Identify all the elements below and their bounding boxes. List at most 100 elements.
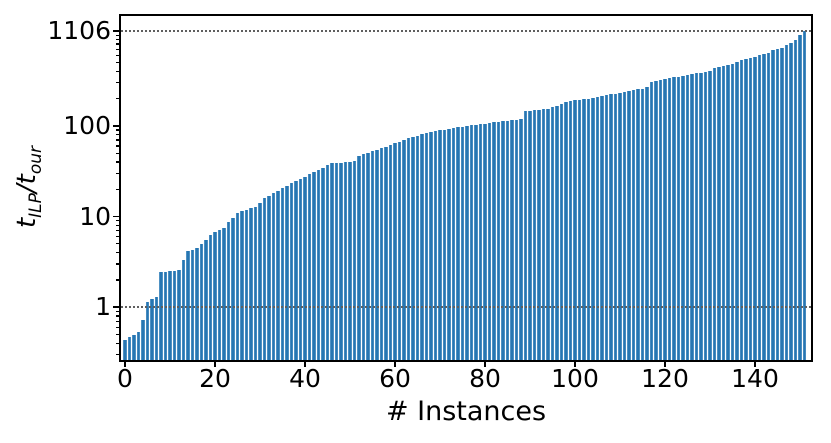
- bar: [163, 271, 168, 360]
- bar: [442, 129, 447, 360]
- bar: [186, 250, 190, 360]
- x-major-tick: [484, 361, 486, 367]
- bar: [798, 34, 802, 360]
- y-minor-tick: [115, 315, 119, 317]
- bar: [375, 150, 379, 360]
- bar: [676, 76, 681, 360]
- x-tick-label: 0: [117, 364, 133, 393]
- y-minor-tick: [115, 334, 119, 336]
- bar: [280, 188, 285, 360]
- bar: [757, 54, 762, 360]
- bar: [762, 53, 766, 360]
- bar: [420, 134, 424, 360]
- bar: [712, 68, 717, 360]
- y-minor-tick: [115, 161, 119, 163]
- y-major-tick: [113, 124, 119, 127]
- bar: [771, 49, 775, 360]
- x-major-tick: [214, 361, 216, 367]
- y-minor-tick: [115, 172, 119, 174]
- y-minor-tick: [115, 224, 119, 226]
- ylabel-t-our: t: [11, 174, 42, 185]
- y-minor-tick: [115, 145, 119, 147]
- bar: [802, 31, 807, 360]
- bar: [505, 120, 510, 360]
- y-minor-tick: [115, 48, 119, 50]
- bar: [528, 110, 532, 360]
- y-minor-tick: [115, 38, 119, 40]
- x-tick-label: 20: [199, 364, 231, 393]
- bar: [667, 78, 672, 360]
- bar: [469, 125, 474, 360]
- y-tick-label: 100: [63, 110, 111, 140]
- bar: [253, 206, 258, 360]
- bar: [456, 127, 460, 360]
- x-major-tick: [124, 361, 126, 367]
- bar: [168, 271, 172, 360]
- bar: [195, 248, 199, 360]
- bar: [361, 154, 366, 360]
- y-minor-tick: [115, 354, 119, 356]
- bar: [226, 221, 231, 360]
- bar: [190, 249, 195, 360]
- y-minor-tick: [115, 326, 119, 328]
- bar: [406, 138, 411, 360]
- bar: [258, 203, 262, 360]
- y-minor-tick: [115, 152, 119, 154]
- y-minor-tick: [115, 236, 119, 238]
- bar: [474, 124, 478, 360]
- plot-area: [119, 14, 813, 362]
- bar: [123, 339, 127, 360]
- y-minor-tick: [115, 70, 119, 72]
- bar: [654, 80, 658, 360]
- bar: [514, 119, 519, 360]
- ylabel-sub-ilp: ILP: [26, 193, 47, 218]
- y-minor-tick: [115, 243, 119, 245]
- bar: [235, 213, 240, 360]
- bar: [415, 135, 420, 360]
- bar: [159, 272, 163, 360]
- x-tick-label: 140: [731, 364, 779, 393]
- y-tick-label: 1: [95, 292, 111, 322]
- bar: [312, 172, 316, 360]
- bar: [649, 81, 654, 360]
- bar: [730, 63, 735, 360]
- bar: [483, 123, 487, 360]
- bar: [789, 42, 793, 360]
- bar: [222, 228, 226, 360]
- bar: [559, 104, 564, 360]
- ylabel-slash: /: [11, 184, 42, 194]
- x-major-tick: [664, 361, 666, 367]
- y-tick-label: 10: [79, 201, 111, 231]
- y-tick-label: 1106: [47, 16, 111, 46]
- bar: [577, 99, 582, 360]
- bar: [289, 183, 294, 360]
- bar: [717, 66, 721, 360]
- y-minor-tick: [115, 279, 119, 281]
- bar: [298, 178, 303, 360]
- bar: [438, 130, 442, 360]
- x-tick-label: 120: [641, 364, 689, 393]
- y-minor-tick: [115, 342, 119, 344]
- bar: [681, 75, 685, 360]
- bar: [784, 44, 789, 360]
- bar: [465, 125, 469, 360]
- bar: [352, 161, 357, 360]
- bar: [726, 65, 730, 360]
- bar: [384, 146, 388, 360]
- bar: [343, 162, 348, 360]
- bar: [591, 97, 595, 360]
- bar: [663, 79, 667, 360]
- bar: [613, 93, 618, 360]
- bar: [604, 94, 609, 360]
- bar: [262, 198, 267, 360]
- bar: [424, 132, 429, 360]
- y-minor-tick: [115, 81, 119, 84]
- bar: [501, 121, 505, 360]
- bar: [460, 126, 465, 360]
- bar: [595, 97, 600, 360]
- bar: [478, 124, 483, 360]
- bar: [753, 56, 757, 360]
- bar: [622, 91, 627, 360]
- y-major-tick: [113, 30, 119, 33]
- y-major-tick: [113, 306, 119, 309]
